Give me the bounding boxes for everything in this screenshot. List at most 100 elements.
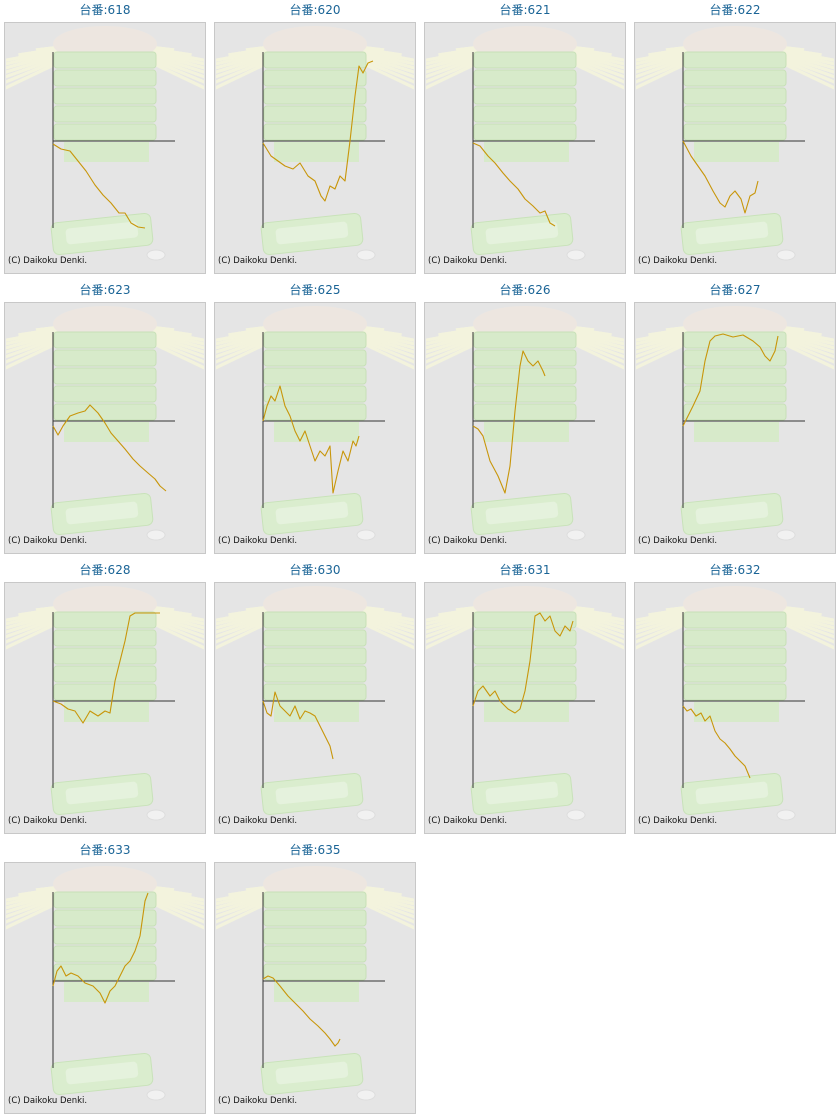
stack-column	[484, 702, 569, 722]
ray	[779, 337, 834, 364]
ray	[6, 340, 61, 370]
stack-box	[473, 385, 577, 403]
ray	[6, 610, 67, 630]
panel-artwork	[6, 586, 204, 821]
ray	[216, 337, 271, 364]
data-line	[472, 142, 556, 227]
panel-title: 台番:628	[80, 562, 131, 577]
tray-inner	[275, 781, 349, 805]
ray	[569, 620, 624, 650]
ray	[353, 330, 414, 350]
stack-box	[683, 683, 787, 701]
ray	[216, 612, 275, 634]
credit: (C) Daikoku Denki.	[218, 536, 297, 546]
ray	[147, 55, 204, 79]
ray	[6, 55, 63, 79]
stack-box	[53, 367, 157, 385]
stack-column	[274, 422, 359, 442]
stack-box	[263, 611, 367, 629]
panel-title: 台番:630	[290, 562, 341, 577]
credit: (C) Daikoku Denki.	[428, 816, 507, 826]
tray-inner	[65, 1061, 139, 1085]
ray	[6, 50, 67, 70]
ray	[636, 50, 697, 70]
stack-box	[263, 927, 367, 945]
stack-box	[263, 105, 367, 123]
data-line	[262, 975, 341, 1047]
ray	[775, 612, 834, 634]
stack-box	[263, 963, 367, 981]
ray	[636, 57, 691, 84]
ray	[565, 332, 624, 354]
stack-box	[53, 385, 157, 403]
coin	[566, 249, 586, 261]
coin	[776, 529, 796, 541]
ray	[143, 610, 204, 630]
stack-box	[53, 105, 157, 123]
ray	[426, 615, 483, 639]
ray	[6, 897, 61, 924]
ray	[145, 332, 204, 354]
ray	[355, 892, 414, 914]
ray	[359, 900, 414, 930]
credit: (C) Daikoku Denki.	[638, 536, 717, 546]
ray	[357, 615, 414, 639]
ray	[567, 55, 624, 79]
ray	[149, 60, 204, 90]
ray	[143, 50, 204, 70]
ray	[426, 620, 481, 650]
panel-artwork	[426, 586, 624, 821]
ray	[353, 50, 414, 70]
coin	[356, 1089, 376, 1101]
stack-column	[64, 422, 149, 442]
stack-box	[683, 349, 787, 367]
tray-inner	[275, 1061, 349, 1085]
stack-box	[53, 945, 157, 963]
stack-box	[473, 69, 577, 87]
data-line	[262, 60, 374, 202]
ray	[565, 52, 624, 74]
ray	[149, 337, 204, 364]
stack-box	[263, 349, 367, 367]
ray	[359, 617, 414, 644]
ray	[426, 337, 481, 364]
ray	[636, 610, 697, 630]
ray	[6, 60, 61, 90]
credit: (C) Daikoku Denki.	[638, 256, 717, 266]
ray	[216, 340, 271, 370]
ray	[6, 890, 67, 910]
stack-box	[263, 629, 367, 647]
ray	[569, 60, 624, 90]
ray	[6, 52, 65, 74]
coin	[566, 529, 586, 541]
stack-box	[53, 963, 157, 981]
credit: (C) Daikoku Denki.	[638, 816, 717, 826]
stack-box	[473, 51, 577, 69]
credit: (C) Daikoku Denki.	[428, 536, 507, 546]
stack-column	[694, 422, 779, 442]
data-line	[52, 612, 160, 724]
stack-box	[683, 629, 787, 647]
stack-box	[263, 87, 367, 105]
ray	[149, 340, 204, 370]
stack-box	[263, 945, 367, 963]
credit: (C) Daikoku Denki.	[8, 536, 87, 546]
stack-box	[473, 665, 577, 683]
stack-box	[263, 891, 367, 909]
ray	[357, 55, 414, 79]
stack-box	[53, 123, 157, 141]
stack-box	[473, 367, 577, 385]
ray	[216, 890, 277, 910]
panel-artwork	[426, 306, 624, 541]
panel-title: 台番:622	[710, 2, 761, 17]
ray	[426, 57, 481, 84]
coin	[146, 809, 166, 821]
ray	[147, 335, 204, 359]
tray-inner	[695, 221, 769, 245]
coin	[356, 529, 376, 541]
data-line	[472, 350, 546, 494]
stack-box	[53, 51, 157, 69]
ray	[636, 620, 691, 650]
